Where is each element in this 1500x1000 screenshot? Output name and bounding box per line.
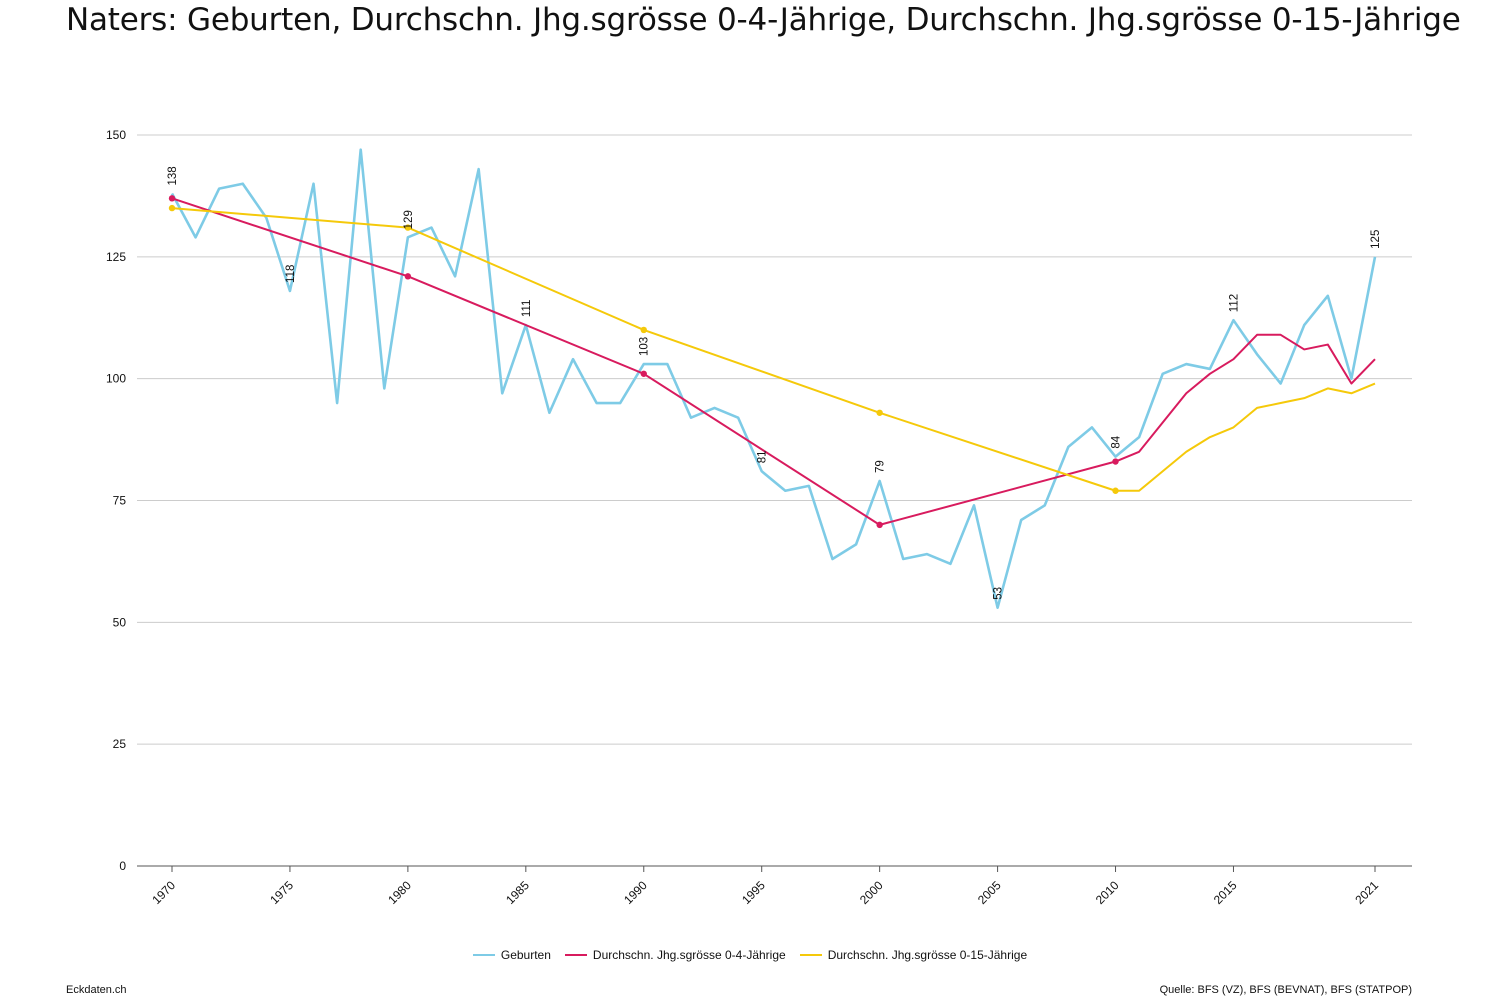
series-markers <box>168 195 1119 529</box>
legend-item-0-4[interactable]: Durchschn. Jhg.sgrösse 0-4-Jährige <box>564 948 786 962</box>
legend-label-0-4: Durchschn. Jhg.sgrösse 0-4-Jährige <box>592 948 786 962</box>
data-label: 129 <box>403 210 415 229</box>
series-2-marker <box>168 195 176 202</box>
line-chart: 0 25 50 75 100 125 150 1970 1975 1980 1985 1990 199… <box>106 128 1412 907</box>
series-2-marker <box>876 521 883 529</box>
legend-swatch-0-15 <box>799 954 822 956</box>
series-line-1 <box>170 148 1377 610</box>
y-tick-label: 100 <box>106 372 126 386</box>
x-tick-label: 2005 <box>975 878 1004 907</box>
x-tick-label: 2015 <box>1211 878 1240 907</box>
grid-lines <box>137 134 1412 867</box>
data-labels: 138 118 129 111 103 81 79 53 84 112 125 <box>167 166 1382 599</box>
x-tick-label: 1985 <box>503 878 532 907</box>
legend-item-geburten[interactable]: Geburten <box>472 948 551 962</box>
series-3-marker <box>876 409 883 416</box>
x-tick-label: 1995 <box>739 878 768 907</box>
x-tick-label: 1990 <box>621 878 650 907</box>
legend: Geburten Durchschn. Jhg.sgrösse 0-4-Jähr… <box>0 948 1500 962</box>
series-3-marker <box>1112 487 1119 494</box>
x-axis-ticks: 1970 1975 1980 1985 1990 1995 2000 2005 2010 2015… <box>149 866 1381 907</box>
data-label: 112 <box>1228 294 1240 312</box>
chart-title: Naters: Geburten, Durchschn. Jhg.sgrösse… <box>66 2 1461 38</box>
series-line-3 <box>171 207 1376 492</box>
series-3-marker <box>168 204 176 212</box>
x-tick-label: 2010 <box>1093 878 1122 907</box>
legend-swatch-0-4 <box>564 954 587 956</box>
series-2-marker <box>404 273 412 280</box>
data-label: 84 <box>1111 435 1123 448</box>
footer-brand: Eckdaten.ch <box>66 984 127 996</box>
data-label: 111 <box>521 300 533 317</box>
series-2-marker <box>1112 458 1119 465</box>
series-3-marker <box>404 224 412 231</box>
footer-source: Quelle: BFS (VZ), BFS (BEVNAT), BFS (STA… <box>1159 984 1412 996</box>
y-tick-label: 75 <box>113 494 127 508</box>
legend-item-0-15[interactable]: Durchschn. Jhg.sgrösse 0-15-Jährige <box>799 948 1028 962</box>
y-tick-label: 125 <box>106 250 126 264</box>
x-tick-label: 1980 <box>385 878 414 907</box>
y-tick-label: 25 <box>113 737 127 751</box>
x-tick-label: 2000 <box>857 878 886 907</box>
y-tick-label: 0 <box>119 859 126 873</box>
data-label: 81 <box>757 450 769 463</box>
series-2-marker <box>640 370 647 377</box>
x-tick-label: 1975 <box>267 878 296 907</box>
legend-label-0-15: Durchschn. Jhg.sgrösse 0-15-Jährige <box>827 948 1028 962</box>
data-label: 118 <box>285 265 297 283</box>
series-lines <box>170 148 1377 610</box>
data-label: 53 <box>993 587 1005 600</box>
data-label: 103 <box>639 337 651 356</box>
legend-swatch-geburten <box>472 954 495 956</box>
legend-label-geburten: Geburten <box>500 948 551 962</box>
y-tick-label: 150 <box>106 128 126 142</box>
data-label: 138 <box>167 166 179 185</box>
data-label: 79 <box>875 460 887 473</box>
y-tick-label: 50 <box>113 615 127 629</box>
x-tick-label: 1970 <box>149 878 178 907</box>
series-3-marker <box>640 326 647 334</box>
x-tick-label: 2021 <box>1352 878 1381 907</box>
y-axis-ticks: 0 25 50 75 100 125 150 <box>106 128 126 873</box>
data-label: 125 <box>1370 230 1382 249</box>
series-line-2 <box>171 197 1376 526</box>
